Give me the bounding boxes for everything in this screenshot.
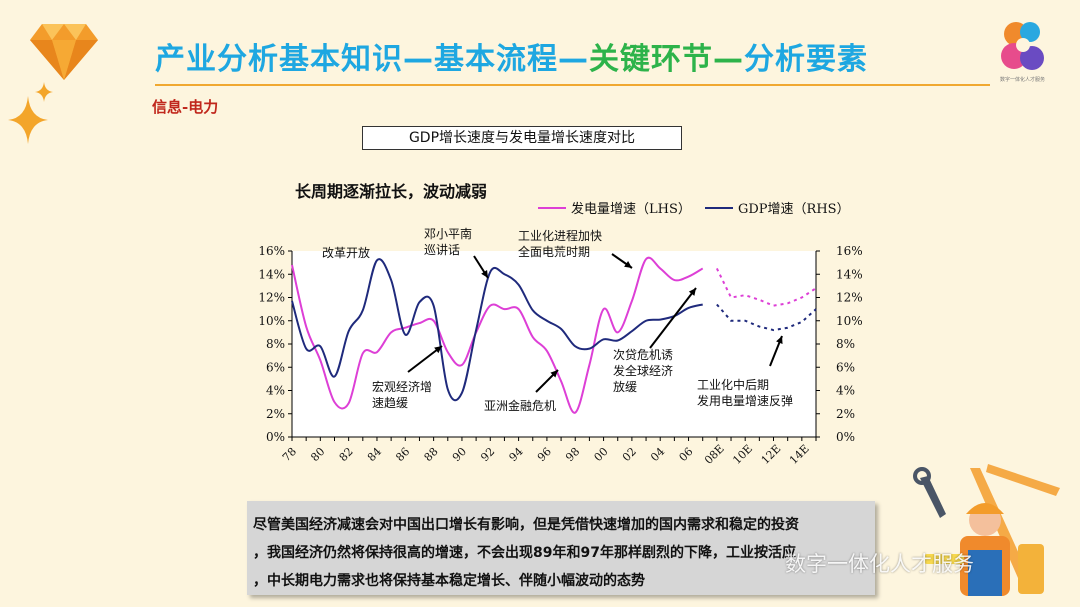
annotation-text: 改革开放 bbox=[322, 245, 370, 260]
x-tick-label: 08E bbox=[702, 442, 727, 467]
annotation-text: 邓小平南巡讲话 bbox=[424, 226, 472, 257]
x-tick-label: 86 bbox=[393, 445, 412, 464]
y-right-tick-label: 8% bbox=[836, 337, 855, 351]
annotation-line: 工业化进程加快 bbox=[518, 228, 602, 243]
y-right-tick-label: 10% bbox=[836, 314, 863, 328]
title-part-2: 关键环节— bbox=[589, 42, 744, 77]
y-right-tick-label: 6% bbox=[836, 360, 855, 374]
annotation-arrowhead bbox=[776, 336, 783, 344]
y-right-tick-label: 0% bbox=[836, 430, 855, 444]
y-left-tick-label: 12% bbox=[258, 291, 285, 305]
y-left-tick-label: 2% bbox=[266, 407, 285, 421]
x-tick-label: 02 bbox=[620, 445, 639, 464]
x-tick-label: 06 bbox=[677, 445, 696, 464]
annotation-text: 工业化进程加快全面电荒时期 bbox=[518, 228, 602, 259]
y-right-tick-label: 16% bbox=[836, 244, 863, 258]
legend-label: GDP增速（RHS） bbox=[738, 202, 850, 217]
x-tick-label: 80 bbox=[308, 445, 327, 464]
x-tick-label: 04 bbox=[648, 445, 667, 464]
summary-line-2: ，我国经济仍然将保持很高的增速，不会出现89年和97年那样剧烈的下降，工业按活应 bbox=[253, 545, 796, 561]
annotation-text: 次贷危机诱发全球经济放缓 bbox=[613, 348, 673, 394]
x-tick-label: 84 bbox=[365, 445, 384, 464]
chart-title: GDP增长速度与发电量增长速度对比 bbox=[362, 126, 682, 150]
brand-logo bbox=[1001, 22, 1044, 70]
summary-line-3: ，中长期电力需求也将保持基本稳定增长、伴随小幅波动的态势 bbox=[253, 573, 645, 589]
diamond-icon bbox=[30, 24, 98, 80]
worker-illustration bbox=[913, 464, 1060, 596]
x-tick-label: 12E bbox=[759, 442, 784, 467]
annotation-arrowhead bbox=[434, 346, 442, 354]
annotation-text: 亚洲金融危机 bbox=[484, 398, 556, 413]
y-right-tick-label: 12% bbox=[836, 291, 863, 305]
series-power-line bbox=[291, 256, 704, 414]
y-left-tick-label: 8% bbox=[266, 337, 285, 351]
annotation-line: 工业化中后期 bbox=[697, 377, 769, 392]
annotation-arrowhead bbox=[624, 261, 632, 268]
chart-headline: 长周期逐渐拉长，波动减弱 bbox=[295, 182, 488, 201]
title-part-3: 分析要素 bbox=[744, 42, 868, 77]
x-tick-label: 94 bbox=[507, 445, 526, 464]
annotation-line: 次贷危机诱 bbox=[613, 348, 673, 362]
sparkle-icon bbox=[8, 82, 53, 144]
x-tick-label: 92 bbox=[478, 445, 497, 464]
y-left-tick-label: 6% bbox=[266, 360, 285, 374]
plot-area bbox=[292, 251, 816, 437]
annotation-line: 发用电量增速反弹 bbox=[697, 393, 793, 408]
annotation-line: 速趋缓 bbox=[372, 396, 408, 410]
y-left-tick-label: 0% bbox=[266, 430, 285, 444]
header-divider bbox=[155, 84, 990, 86]
annotation-arrowhead bbox=[688, 288, 696, 296]
x-tick-label: 14E bbox=[787, 442, 812, 467]
annotation-line: 改革开放 bbox=[322, 245, 370, 260]
y-left-tick-label: 10% bbox=[258, 314, 285, 328]
x-tick-label: 88 bbox=[422, 445, 441, 464]
page-title: 产业分析基本知识—基本流程—关键环节—分析要素 bbox=[155, 34, 868, 78]
series-gdp-projection bbox=[716, 303, 817, 332]
line-chart: 0% 2% 4% 6% 8% 10% 12% 14% 16% 0% 2% 4% 6% 8% 10% 12% 14… bbox=[258, 201, 863, 467]
annotation-arrow bbox=[649, 287, 697, 349]
logo-caption: 数字一体化人才服务 bbox=[1000, 77, 1046, 83]
watermark: 数字一体化人才服务 bbox=[785, 552, 974, 576]
y-right-tick-label: 14% bbox=[836, 267, 863, 281]
annotation-line: 放缓 bbox=[613, 379, 637, 394]
x-tick-label: 00 bbox=[592, 445, 611, 464]
legend-label: 发电量增速（LHS） bbox=[571, 201, 691, 217]
annotation-line: 巡讲话 bbox=[424, 242, 460, 257]
x-tick-label: 82 bbox=[337, 445, 356, 464]
annotation-text: 宏观经济增速趋缓 bbox=[372, 379, 432, 410]
annotation-line: 亚洲金融危机 bbox=[484, 398, 556, 413]
y-right-tick-label: 2% bbox=[836, 407, 855, 421]
annotation-line: 全面电荒时期 bbox=[518, 244, 590, 259]
x-tick-label: 90 bbox=[450, 445, 469, 464]
x-tick-label: 98 bbox=[563, 445, 582, 464]
y-left-tick-label: 16% bbox=[258, 244, 285, 258]
annotation-line: 宏观经济增 bbox=[372, 379, 432, 394]
y-right-tick-label: 4% bbox=[836, 384, 855, 398]
y-left-tick-label: 14% bbox=[258, 267, 285, 281]
summary-line-1: 尽管美国经济减速会对中国出口增长有影响，但是凭借快速增加的国内需求和稳定的投资 bbox=[253, 517, 799, 533]
annotation-arrowhead bbox=[550, 370, 558, 378]
series-gdp-line bbox=[291, 258, 703, 402]
y-left-tick-label: 4% bbox=[266, 384, 285, 398]
x-tick-label: 10E bbox=[730, 442, 755, 467]
x-tick-label: 96 bbox=[535, 445, 554, 464]
annotation-text: 工业化中后期发用电量增速反弹 bbox=[697, 377, 793, 408]
summary-box: 尽管美国经济减速会对中国出口增长有影响，但是凭借快速增加的国内需求和稳定的投资 … bbox=[247, 501, 875, 595]
x-tick-label: 78 bbox=[280, 445, 299, 464]
annotation-line: 邓小平南 bbox=[424, 226, 472, 241]
annotation-line: 发全球经济 bbox=[613, 363, 673, 378]
title-part-1: 产业分析基本知识—基本流程— bbox=[155, 42, 589, 77]
annotation-arrowhead bbox=[481, 270, 488, 278]
section-subtitle: 信息-电力 bbox=[152, 98, 219, 116]
